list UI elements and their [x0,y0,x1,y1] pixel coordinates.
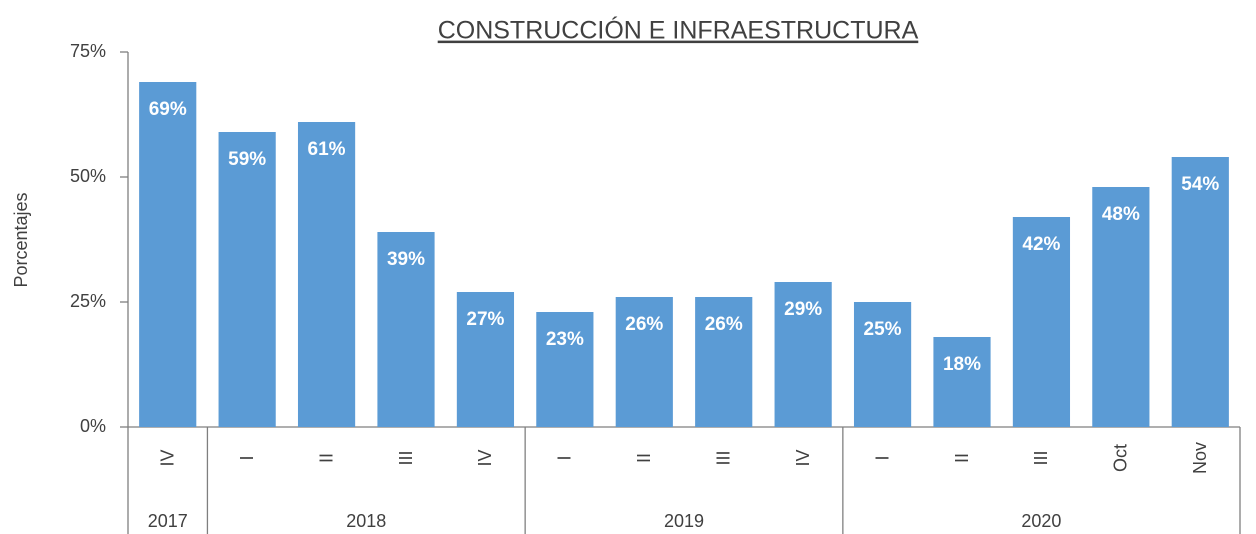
bar [853,302,912,427]
bar [1171,157,1229,427]
bar [377,232,435,427]
chart-title: CONSTRUCCIÓN E INFRAESTRUCTURA [438,16,919,45]
y-axis-label: Porcentajes [11,192,31,287]
x-tick-label: I [237,455,257,460]
bar [1012,217,1071,427]
bar [297,122,356,427]
x-tick-label: Nov [1190,442,1210,474]
x-tick-label: II [634,453,654,463]
value-label: 26% [625,314,663,335]
x-tick-label: IV [157,449,177,466]
x-tick-label: II [316,453,336,463]
value-label: 29% [784,299,822,320]
x-tick-label: III [713,450,733,465]
value-label: 39% [387,249,425,270]
x-tick-label: I [555,455,575,460]
bar [774,282,832,427]
y-tick-label: 50% [70,166,106,186]
bar [1092,187,1150,427]
x-tick-label: Oct [1111,444,1131,472]
group-label: 2017 [148,511,188,531]
value-label: 25% [864,319,902,340]
x-tick-label: II [952,453,972,463]
value-label: 23% [546,329,584,350]
bar [615,297,673,427]
value-label: 54% [1181,174,1219,195]
value-label: 42% [1022,234,1060,255]
bar [695,297,753,427]
y-tick-label: 25% [70,291,106,311]
group-label: 2019 [664,511,704,531]
x-tick-label: I [872,455,892,460]
x-tick-label: IV [475,449,495,466]
value-label: 18% [943,354,981,375]
bar [456,292,515,427]
group-label: 2018 [346,511,386,531]
x-tick-label: III [1031,450,1051,465]
value-label: 69% [149,99,187,120]
x-tick-label: III [396,450,416,465]
bar [536,312,594,427]
value-label: 59% [228,149,266,170]
group-label: 2020 [1021,511,1061,531]
value-label: 48% [1102,204,1140,225]
bar [218,132,276,427]
value-label: 26% [705,314,743,335]
x-tick-label: IV [793,449,813,466]
bar [933,337,991,427]
value-label: 27% [466,309,504,330]
y-tick-label: 0% [80,416,106,436]
y-tick-label: 75% [70,41,106,61]
value-label: 61% [308,139,346,160]
bar [139,82,197,427]
